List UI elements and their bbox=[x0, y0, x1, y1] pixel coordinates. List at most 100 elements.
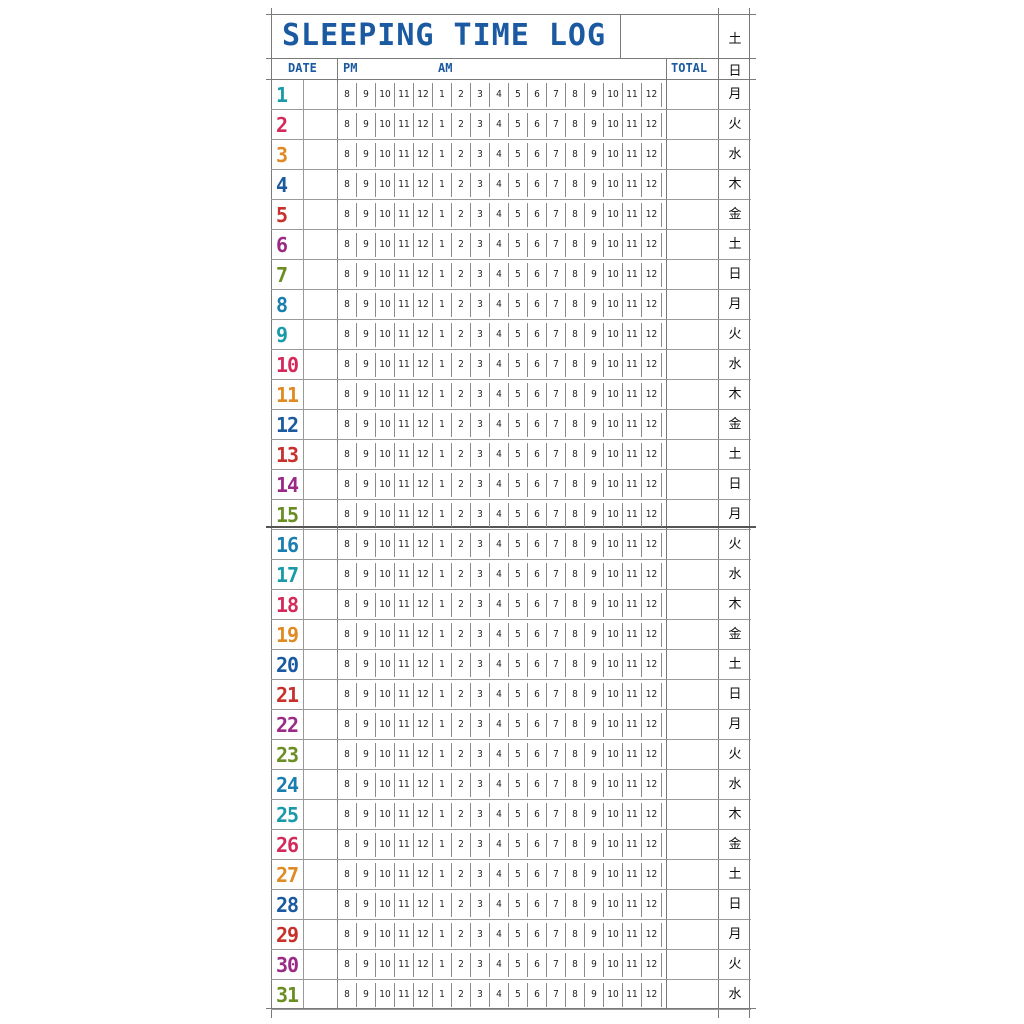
hour-cell[interactable]: 9 bbox=[357, 383, 376, 407]
hour-cell[interactable]: 10 bbox=[376, 173, 395, 197]
hour-cell[interactable]: 3 bbox=[471, 773, 490, 797]
hour-cell[interactable]: 5 bbox=[509, 653, 528, 677]
hour-cell[interactable]: 9 bbox=[585, 443, 604, 467]
hour-cell[interactable]: 1 bbox=[433, 443, 452, 467]
total-cell[interactable] bbox=[667, 890, 718, 920]
hour-cell[interactable]: 9 bbox=[357, 653, 376, 677]
hour-cell[interactable]: 5 bbox=[509, 383, 528, 407]
hour-cell[interactable]: 7 bbox=[547, 143, 566, 167]
hour-cell[interactable]: 1 bbox=[433, 293, 452, 317]
hour-cell[interactable]: 1 bbox=[433, 173, 452, 197]
hour-cell[interactable]: 5 bbox=[509, 563, 528, 587]
hour-cell[interactable]: 8 bbox=[337, 443, 357, 467]
hour-cell[interactable]: 2 bbox=[452, 473, 471, 497]
hour-cell[interactable]: 10 bbox=[376, 563, 395, 587]
hour-cell[interactable]: 8 bbox=[337, 173, 357, 197]
hour-cell[interactable]: 2 bbox=[452, 353, 471, 377]
hour-cell[interactable]: 12 bbox=[642, 383, 662, 407]
hour-cell[interactable]: 8 bbox=[566, 833, 585, 857]
hour-cell[interactable]: 7 bbox=[547, 383, 566, 407]
hour-cell[interactable]: 8 bbox=[337, 83, 357, 107]
hour-cell[interactable]: 12 bbox=[642, 983, 662, 1007]
hour-cell[interactable]: 10 bbox=[376, 233, 395, 257]
hour-cell[interactable]: 11 bbox=[623, 953, 642, 977]
hour-cell[interactable]: 10 bbox=[604, 323, 623, 347]
hour-cell[interactable]: 8 bbox=[337, 503, 357, 527]
total-cell[interactable] bbox=[667, 920, 718, 950]
hour-cell[interactable]: 11 bbox=[395, 623, 414, 647]
hour-cell[interactable]: 6 bbox=[528, 203, 547, 227]
hour-cell[interactable]: 12 bbox=[642, 743, 662, 767]
hour-cell[interactable]: 6 bbox=[528, 923, 547, 947]
hour-cell[interactable]: 3 bbox=[471, 353, 490, 377]
hour-cell[interactable]: 3 bbox=[471, 113, 490, 137]
hour-cell[interactable]: 9 bbox=[585, 413, 604, 437]
hour-cell[interactable]: 9 bbox=[585, 233, 604, 257]
hour-cell[interactable]: 10 bbox=[604, 293, 623, 317]
hour-cell[interactable]: 6 bbox=[528, 143, 547, 167]
hour-cell[interactable]: 1 bbox=[433, 923, 452, 947]
hour-cell[interactable]: 9 bbox=[585, 653, 604, 677]
total-cell[interactable] bbox=[667, 470, 718, 500]
hour-cell[interactable]: 11 bbox=[395, 353, 414, 377]
total-cell[interactable] bbox=[667, 170, 718, 200]
hour-cell[interactable]: 1 bbox=[433, 683, 452, 707]
hour-cell[interactable]: 2 bbox=[452, 503, 471, 527]
hour-cell[interactable]: 12 bbox=[642, 593, 662, 617]
hour-cell[interactable]: 11 bbox=[623, 683, 642, 707]
hour-cell[interactable]: 11 bbox=[623, 293, 642, 317]
hour-cell[interactable]: 4 bbox=[490, 923, 509, 947]
hour-cell[interactable]: 11 bbox=[623, 383, 642, 407]
hour-cell[interactable]: 10 bbox=[604, 713, 623, 737]
hour-cell[interactable]: 8 bbox=[337, 383, 357, 407]
hour-cell[interactable]: 9 bbox=[357, 983, 376, 1007]
hour-cell[interactable]: 11 bbox=[623, 353, 642, 377]
hour-cell[interactable]: 5 bbox=[509, 683, 528, 707]
hour-cell[interactable]: 4 bbox=[490, 383, 509, 407]
hour-cell[interactable]: 10 bbox=[376, 443, 395, 467]
hour-cell[interactable]: 12 bbox=[414, 383, 433, 407]
hour-cell[interactable]: 10 bbox=[376, 743, 395, 767]
hour-cell[interactable]: 4 bbox=[490, 863, 509, 887]
hour-cell[interactable]: 8 bbox=[337, 323, 357, 347]
hour-cell[interactable]: 3 bbox=[471, 563, 490, 587]
hour-cell[interactable]: 1 bbox=[433, 353, 452, 377]
hour-cell[interactable]: 9 bbox=[357, 683, 376, 707]
hour-cell[interactable]: 9 bbox=[585, 773, 604, 797]
hour-cell[interactable]: 2 bbox=[452, 593, 471, 617]
hour-cell[interactable]: 1 bbox=[433, 323, 452, 347]
hour-cell[interactable]: 6 bbox=[528, 893, 547, 917]
hour-cell[interactable]: 11 bbox=[623, 623, 642, 647]
hour-cell[interactable]: 7 bbox=[547, 503, 566, 527]
hour-cell[interactable]: 10 bbox=[604, 533, 623, 557]
total-cell[interactable] bbox=[667, 80, 718, 110]
hour-cell[interactable]: 6 bbox=[528, 863, 547, 887]
hour-cell[interactable]: 12 bbox=[414, 233, 433, 257]
hour-cell[interactable]: 7 bbox=[547, 473, 566, 497]
hour-cell[interactable]: 1 bbox=[433, 383, 452, 407]
hour-cell[interactable]: 11 bbox=[395, 443, 414, 467]
hour-cell[interactable]: 1 bbox=[433, 983, 452, 1007]
hour-cell[interactable]: 3 bbox=[471, 893, 490, 917]
hour-cell[interactable]: 9 bbox=[585, 383, 604, 407]
hour-cell[interactable]: 9 bbox=[585, 143, 604, 167]
hour-cell[interactable]: 9 bbox=[357, 413, 376, 437]
hour-cell[interactable]: 9 bbox=[585, 503, 604, 527]
hour-cell[interactable]: 11 bbox=[395, 533, 414, 557]
hour-cell[interactable]: 2 bbox=[452, 113, 471, 137]
hour-cell[interactable]: 6 bbox=[528, 293, 547, 317]
hour-cell[interactable]: 4 bbox=[490, 293, 509, 317]
hour-cell[interactable]: 3 bbox=[471, 683, 490, 707]
hour-cell[interactable]: 6 bbox=[528, 833, 547, 857]
hour-cell[interactable]: 10 bbox=[604, 773, 623, 797]
hour-cell[interactable]: 11 bbox=[623, 233, 642, 257]
hour-cell[interactable]: 11 bbox=[623, 113, 642, 137]
total-cell[interactable] bbox=[667, 560, 718, 590]
total-cell[interactable] bbox=[667, 740, 718, 770]
hour-cell[interactable]: 1 bbox=[433, 593, 452, 617]
hour-cell[interactable]: 3 bbox=[471, 623, 490, 647]
hour-cell[interactable]: 12 bbox=[642, 833, 662, 857]
hour-cell[interactable]: 11 bbox=[395, 833, 414, 857]
hour-cell[interactable]: 9 bbox=[585, 563, 604, 587]
hour-cell[interactable]: 3 bbox=[471, 863, 490, 887]
